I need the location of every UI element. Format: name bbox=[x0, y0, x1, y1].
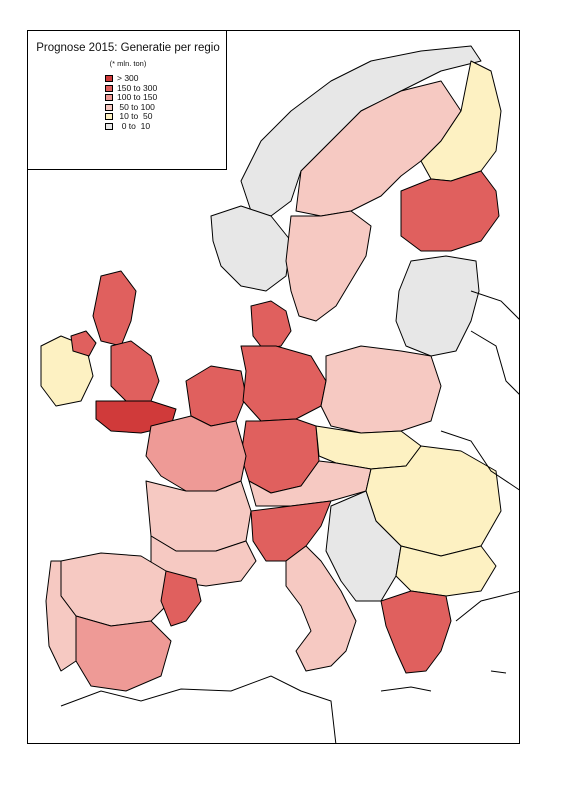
legend-label: 0 to 10 bbox=[117, 120, 151, 131]
legend-title: Prognose 2015: Generatie per regio bbox=[36, 42, 220, 54]
legend-label: 10 to 50 bbox=[117, 111, 153, 121]
region-france-centre bbox=[145, 480, 252, 552]
region-scotland bbox=[92, 270, 137, 347]
region-finland-south bbox=[400, 170, 500, 252]
region-norway-south bbox=[210, 205, 292, 292]
region-bulgaria bbox=[395, 545, 497, 597]
legend-label: 100 to 150 bbox=[117, 92, 158, 102]
region-germany-north bbox=[240, 345, 327, 422]
europe-map bbox=[40, 45, 519, 743]
legend-swatch bbox=[105, 94, 113, 101]
region-denmark bbox=[250, 300, 292, 350]
legend-swatch bbox=[105, 75, 113, 82]
legend-swatch bbox=[105, 122, 113, 130]
map-frame bbox=[27, 30, 520, 744]
region-iceland-norway-coast bbox=[240, 45, 482, 217]
turkey-outline bbox=[455, 590, 519, 622]
legend-subtitle: (* mln. ton) bbox=[109, 59, 147, 68]
region-catalonia bbox=[160, 570, 202, 627]
legend: Prognose 2015: Generatie per regio (* ml… bbox=[27, 30, 227, 170]
region-sweden-south bbox=[285, 210, 372, 322]
region-spain-north bbox=[60, 552, 172, 627]
region-spain-south bbox=[75, 615, 172, 692]
region-greece bbox=[380, 590, 452, 674]
region-northern-ireland bbox=[70, 330, 97, 357]
region-england-north bbox=[110, 340, 160, 402]
north-africa-outline bbox=[60, 675, 337, 743]
legend-label: 150 to 300 bbox=[117, 82, 158, 93]
legend-swatch bbox=[105, 84, 113, 92]
region-benelux bbox=[185, 365, 247, 427]
region-balkans-west bbox=[325, 490, 402, 602]
ukraine-outline bbox=[440, 430, 519, 491]
belarus-ukraine-outline bbox=[470, 330, 519, 395]
region-italy-south bbox=[285, 545, 357, 672]
region-poland bbox=[320, 345, 442, 434]
region-baltics bbox=[395, 255, 480, 357]
cyprus-crete-outline bbox=[380, 670, 507, 692]
legend-label: > 300 bbox=[117, 73, 139, 83]
legend-swatch bbox=[105, 113, 113, 120]
region-france-north bbox=[145, 415, 247, 492]
legend-swatch bbox=[105, 103, 113, 111]
region-portugal bbox=[45, 560, 77, 672]
russia-border bbox=[470, 290, 519, 320]
region-italy-north bbox=[250, 500, 332, 562]
legend-label: 50 to 100 bbox=[117, 101, 155, 112]
